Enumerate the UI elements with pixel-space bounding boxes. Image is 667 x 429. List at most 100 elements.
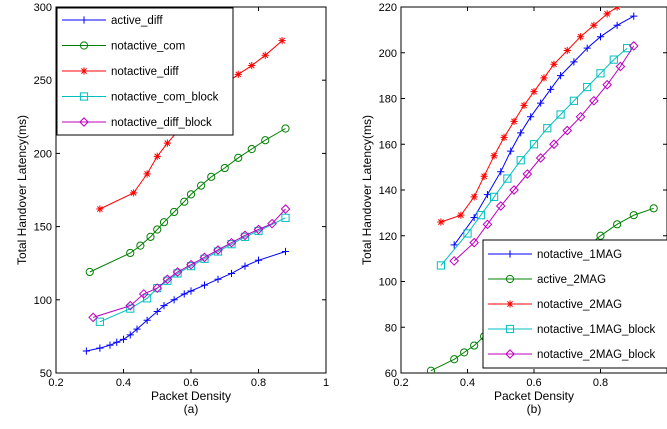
- legend-marker: [80, 16, 88, 24]
- data-point-marker: [602, 79, 612, 90]
- data-point-marker: [590, 21, 598, 29]
- data-point-marker: [199, 252, 210, 263]
- data-point-marker: [261, 51, 269, 59]
- data-point-marker: [426, 366, 436, 373]
- data-point-marker: [563, 46, 571, 55]
- data-point-marker: [88, 312, 98, 323]
- data-point-marker: [495, 201, 506, 211]
- data-point-marker: [540, 74, 548, 82]
- data-point-marker: [437, 218, 445, 226]
- data-point-marker: [500, 133, 508, 141]
- data-point-marker: [280, 204, 291, 214]
- data-point-marker: [575, 111, 586, 122]
- data-point-marker: [153, 152, 161, 160]
- panel-caption: (a): [184, 402, 199, 416]
- data-point-marker: [480, 172, 488, 180]
- data-point-marker: [603, 10, 611, 18]
- data-point-marker: [470, 213, 478, 222]
- data-point-marker: [589, 95, 599, 106]
- series-active_diff: [82, 247, 290, 355]
- data-point-marker: [596, 231, 605, 240]
- y-tick-label: 300: [34, 2, 52, 14]
- data-point-marker: [529, 140, 539, 149]
- data-point-marker: [490, 152, 498, 160]
- series-line: [86, 251, 286, 352]
- y-tick-label: 120: [379, 231, 397, 243]
- legend-item: notactive_com_block: [62, 92, 219, 104]
- data-point-marker: [133, 325, 141, 333]
- data-point-marker: [159, 218, 169, 227]
- data-point-marker: [547, 85, 555, 93]
- series-notactive_2MAG_block: [449, 41, 639, 266]
- data-point-marker: [253, 224, 264, 235]
- data-point-marker: [136, 241, 145, 250]
- series-notactive_2MAG: [437, 7, 621, 226]
- data-point-marker: [85, 267, 94, 277]
- data-point-marker: [214, 275, 222, 283]
- y-tick-label: 200: [34, 148, 52, 160]
- data-point-marker: [180, 290, 188, 298]
- data-point-marker: [470, 193, 478, 201]
- data-point-marker: [227, 269, 236, 278]
- data-point-marker: [119, 335, 128, 343]
- data-point-marker: [153, 307, 161, 316]
- data-point-marker: [241, 262, 249, 270]
- data-point-marker: [143, 170, 151, 178]
- legend-marker: [80, 67, 88, 75]
- data-point-marker: [96, 205, 104, 213]
- data-point-marker: [522, 169, 533, 179]
- data-point-marker: [537, 99, 545, 107]
- y-tick-label: 180: [379, 94, 397, 106]
- data-point-marker: [469, 237, 479, 248]
- chart-panel-b: 0.2 0.4 0.6 0.8 60 80 100 120 140 160 180 200 220 Pac…: [360, 2, 667, 416]
- series-notactive_com: [85, 124, 290, 277]
- data-point-marker: [510, 117, 518, 125]
- data-point-marker: [162, 274, 173, 285]
- data-point-marker: [583, 44, 591, 52]
- data-point-marker: [254, 256, 263, 264]
- data-point-marker: [247, 144, 256, 154]
- data-point-marker: [613, 7, 621, 11]
- legend-item: notactive_1MAG_block: [488, 324, 656, 336]
- legend-label: notactive_diff_block: [111, 117, 212, 129]
- series-line: [440, 47, 628, 266]
- y-axis-label: Total Handover Latency(ms): [360, 115, 374, 265]
- x-tick-label: 1: [323, 377, 329, 389]
- y-tick-label: 220: [379, 2, 397, 14]
- data-point-marker: [153, 225, 162, 234]
- data-point-marker: [630, 12, 638, 20]
- data-point-marker: [507, 147, 515, 155]
- data-point-marker: [172, 267, 183, 277]
- series-notactive_1MAG_block: [436, 44, 632, 270]
- data-point-marker: [207, 172, 216, 181]
- data-point-marker: [281, 247, 290, 256]
- y-tick-label: 100: [34, 295, 52, 307]
- x-tick-label: 0.2: [48, 377, 63, 389]
- data-point-marker: [615, 61, 626, 72]
- legend-label: notactive_1MAG: [537, 249, 622, 261]
- series-line: [453, 45, 635, 262]
- data-point-marker: [543, 124, 552, 133]
- data-point-marker: [503, 174, 512, 183]
- data-point-marker: [248, 61, 256, 70]
- series-layer: [82, 37, 291, 355]
- legend: active_diff notactive_com notactive_diffno…: [56, 7, 234, 136]
- data-point-marker: [497, 168, 505, 176]
- x-axis-label: Packet Density: [494, 389, 574, 403]
- data-point-marker: [173, 269, 182, 278]
- legend-item: active_diff: [62, 15, 163, 27]
- legend-label: active_diff: [111, 15, 163, 27]
- data-point-marker: [130, 189, 138, 197]
- x-tick-label: 0.6: [183, 377, 198, 389]
- data-point-marker: [200, 281, 209, 289]
- y-tick-label: 140: [379, 185, 397, 197]
- data-point-marker: [113, 338, 121, 346]
- data-point-marker: [160, 302, 168, 310]
- series-notactive_diff_block: [88, 204, 291, 323]
- legend: notactive_1MAG active_2MAG notactive_2MAGn…: [482, 239, 667, 369]
- data-point-marker: [570, 58, 578, 66]
- data-point-marker: [562, 125, 573, 136]
- data-point-marker: [520, 101, 528, 109]
- data-point-marker: [450, 241, 458, 249]
